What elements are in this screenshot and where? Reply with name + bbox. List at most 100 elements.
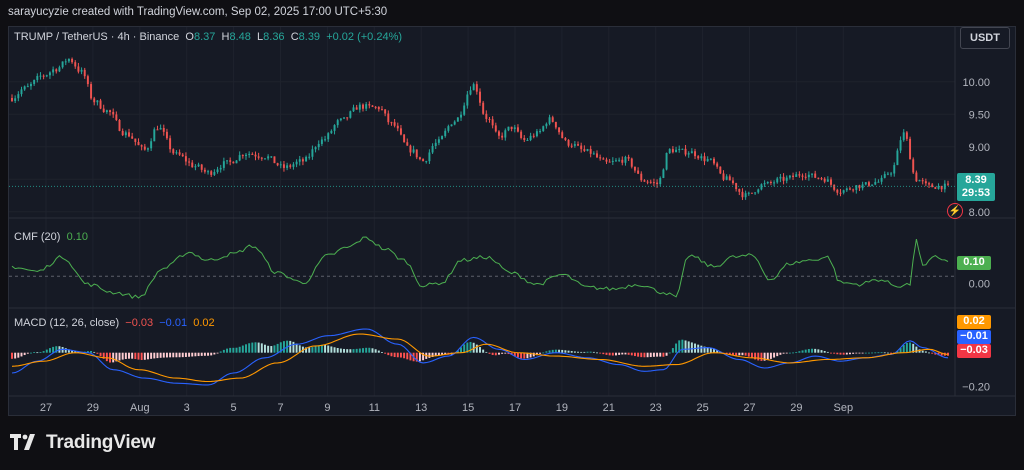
macd-histogram-bar — [241, 345, 244, 353]
macd-histogram-bar — [295, 343, 298, 353]
candle-body — [728, 176, 731, 181]
candle-body — [241, 155, 244, 157]
candle-body — [203, 169, 206, 172]
macd-histogram-bar — [279, 342, 282, 353]
macd-histogram-bar — [327, 345, 330, 353]
macd-histogram-bar — [921, 350, 924, 353]
macd-histogram-bar — [273, 345, 276, 353]
macd-line — [11, 328, 949, 386]
candle-body — [874, 182, 877, 185]
candle-body — [48, 72, 51, 76]
signal-line — [11, 333, 949, 383]
macd-histogram-bar — [343, 348, 346, 353]
macd-histogram-bar — [355, 348, 358, 353]
cmf-label[interactable]: CMF (20) — [14, 231, 61, 243]
candle-body — [905, 132, 908, 139]
macd-histogram-bar — [836, 352, 839, 355]
candle-body — [665, 152, 668, 170]
macd-histogram-bar — [855, 352, 858, 354]
x-tick-label: Aug — [130, 402, 150, 414]
tradingview-brand[interactable]: TradingView — [10, 432, 156, 454]
candle-body — [460, 114, 463, 118]
candle-body — [937, 185, 940, 189]
candle-body — [358, 104, 361, 110]
macd-histogram-bar — [671, 348, 674, 353]
candle-body — [109, 110, 112, 112]
candle-body — [589, 149, 592, 154]
macd-histogram-bar — [558, 349, 561, 353]
currency-button[interactable]: USDT — [960, 27, 1010, 49]
x-tick-label: 25 — [696, 402, 708, 414]
macd-histogram-bar — [156, 352, 159, 359]
macd-histogram-bar — [146, 352, 149, 360]
candle-body — [618, 159, 621, 161]
macd-histogram-bar — [346, 349, 349, 353]
chart-frame[interactable] — [8, 26, 1016, 416]
candle-body — [311, 149, 314, 157]
macd-histogram-bar — [55, 346, 58, 353]
candle-body — [403, 134, 406, 143]
low-value: 8.36 — [263, 31, 285, 43]
candle-body — [131, 136, 134, 139]
macd-histogram-bar — [883, 352, 886, 354]
candle-body — [197, 164, 200, 167]
open-label: O — [185, 31, 194, 43]
candle-body — [475, 84, 478, 92]
candle-body — [289, 165, 292, 167]
macd-legend: MACD (12, 26, close) −0.03 −0.01 0.02 — [14, 317, 215, 329]
macd-label[interactable]: MACD (12, 26, close) — [14, 317, 120, 329]
macd-histogram-bar — [169, 352, 172, 358]
macd-histogram-bar — [871, 352, 874, 354]
candle-body — [169, 138, 172, 150]
candle-body — [124, 132, 127, 136]
macd-histogram-bar — [124, 352, 127, 360]
macd-histogram-bar — [713, 349, 715, 353]
flash-icon[interactable]: ⚡ — [947, 203, 963, 219]
macd-histogram-bar — [99, 352, 102, 357]
candle-body — [558, 127, 561, 133]
candle-body — [352, 107, 355, 112]
macd-histogram-bar — [11, 352, 13, 359]
candle-body — [292, 164, 295, 167]
macd-histogram-bar — [731, 352, 734, 356]
macd-histogram-bar — [143, 352, 146, 360]
candle-body — [83, 69, 86, 77]
macd-histogram-bar — [690, 342, 693, 353]
open-value: 8.37 — [193, 31, 216, 43]
macd-histogram-bar — [118, 352, 121, 361]
macd-histogram-bar — [96, 352, 99, 354]
macd-histogram-bar — [580, 351, 583, 353]
symbol-label[interactable]: TRUMP / TetherUS · 4h · Binance — [14, 31, 180, 43]
candle-body — [418, 157, 421, 160]
candle-body — [877, 181, 880, 183]
macd-histogram-bar — [747, 352, 750, 357]
macd-histogram-bar — [814, 348, 817, 353]
bottom-bar — [0, 416, 1024, 470]
macd-histogram-bar — [583, 351, 586, 353]
macd-histogram-bar — [137, 352, 140, 360]
macd-histogram-bar — [516, 352, 519, 358]
macd-histogram-bar — [501, 352, 504, 354]
macd-histogram-bar — [678, 340, 681, 353]
macd-histogram-bar — [804, 349, 807, 353]
candle-body — [93, 98, 96, 103]
macd-histogram-bar — [554, 349, 557, 353]
candle-body — [267, 156, 270, 159]
macd-histogram-bar — [339, 348, 342, 353]
candle-body — [399, 128, 402, 135]
close-label: C — [290, 31, 299, 43]
candle-body — [637, 170, 640, 174]
macd-pane — [11, 328, 949, 386]
candle-body — [333, 125, 336, 131]
macd-histogram-bar — [820, 350, 823, 353]
candle-body — [535, 131, 538, 137]
candle-body — [747, 192, 750, 194]
macd-histogram-bar — [567, 350, 570, 353]
candle-body — [362, 104, 364, 109]
macd-histogram-bar — [640, 352, 643, 358]
candles — [9, 57, 955, 201]
macd-histogram-bar — [880, 352, 883, 354]
macd-histogram-bar — [630, 352, 633, 356]
macd-histogram-bar — [403, 352, 406, 359]
